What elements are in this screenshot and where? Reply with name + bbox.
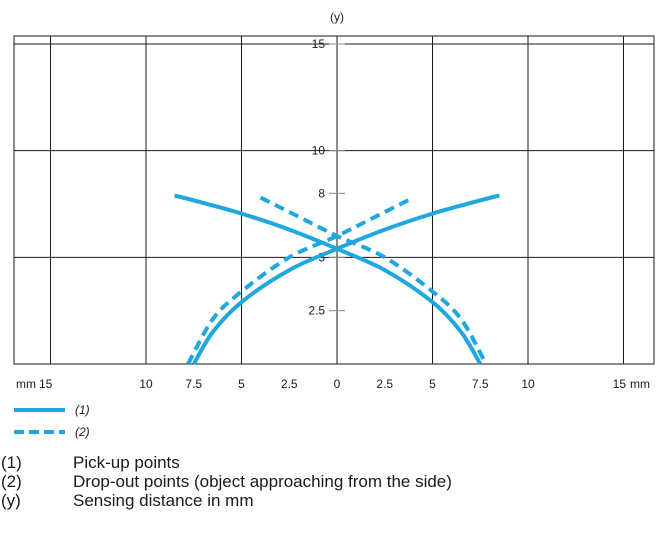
x-tick-label: 15	[39, 377, 53, 391]
x-tick-label: 10	[521, 377, 535, 391]
x-tick-label: 0	[334, 377, 341, 391]
x-tick-label: 7.5	[472, 377, 489, 391]
y-tick-label: 2.5	[308, 304, 325, 318]
x-axis: mm mm 15 10 7.5 5 2.5 0 2.5 5 7.5 10 15	[16, 377, 650, 391]
footnote-row: (2) Drop-out points (object approaching …	[0, 472, 659, 491]
x-tick-label: 2.5	[376, 377, 393, 391]
y-tick-label: 10	[312, 144, 326, 158]
footnote-row: (y) Sensing distance in mm	[0, 491, 659, 510]
grid	[14, 36, 654, 364]
legend-label-2: (2)	[75, 425, 90, 439]
series-1-curve	[174, 193, 483, 366]
footnotes: (1) Pick-up points (2) Drop-out points (…	[0, 453, 659, 510]
footnote-key: (1)	[1, 453, 22, 472]
series-2-curve	[186, 195, 415, 365]
x-unit-left: mm	[16, 377, 36, 391]
curves	[174, 193, 500, 366]
footnote-text: Pick-up points	[73, 453, 180, 472]
footnote-key: (y)	[1, 491, 21, 510]
series-2-curve	[259, 195, 488, 365]
y-tick-label: 5	[318, 250, 325, 264]
sensing-curve-chart: 2.5 5 8 10 15 (y) mm mm 15 10 7.5 5 2.5 0 2.5 5 7.5 1…	[13, 10, 655, 439]
y-axis: 2.5 5 8 10 15	[308, 37, 345, 318]
plot-frame	[13, 35, 655, 365]
x-tick-label: 2.5	[281, 377, 298, 391]
y-axis-label: (y)	[330, 10, 344, 24]
legend: (1) (2)	[14, 403, 90, 439]
y-tick-label: 8	[318, 186, 325, 200]
footnote-text: Sensing distance in mm	[73, 491, 254, 510]
y-tick-label: 15	[312, 37, 326, 51]
legend-label-1: (1)	[75, 403, 90, 417]
footnote-row: (1) Pick-up points	[0, 453, 659, 472]
x-tick-label: 5	[429, 377, 436, 391]
x-tick-label: 7.5	[185, 377, 202, 391]
series-1-curve	[192, 193, 500, 366]
footnote-text: Drop-out points (object approaching from…	[73, 472, 452, 491]
x-tick-label: 15	[613, 377, 627, 391]
x-tick-label: 5	[238, 377, 245, 391]
x-unit-right: mm	[630, 377, 650, 391]
footnote-key: (2)	[1, 472, 22, 491]
x-tick-label: 10	[139, 377, 153, 391]
